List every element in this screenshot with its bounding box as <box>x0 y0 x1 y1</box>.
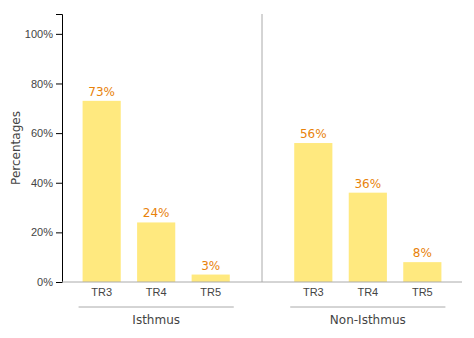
x-tick-label: TR4 <box>146 286 167 298</box>
chart: 0% 20% 40% 60% 80% 100% 73% 24% 3% 56% 36% 8% TR3 TR4… <box>0 0 474 338</box>
y-tick-mark <box>56 133 62 134</box>
y-tick-label: 40% <box>31 177 53 189</box>
y-tick-mark <box>56 34 62 35</box>
y-tick-mark <box>56 83 62 84</box>
data-label: 24% <box>143 206 170 220</box>
y-tick: 0% <box>37 276 62 288</box>
bar <box>349 193 387 282</box>
y-tick-label: 60% <box>31 127 53 139</box>
group-separator <box>262 14 263 282</box>
y-tick-label: 80% <box>31 78 53 90</box>
plot: 0% 20% 40% 60% 80% 100% 73% 24% 3% 56% 36% 8% TR3 TR4… <box>25 14 462 327</box>
bar <box>83 101 121 282</box>
y-axis-line <box>56 15 63 283</box>
x-tick: TR5 <box>200 286 221 298</box>
x-tick: TR3 <box>303 286 324 298</box>
group-label: Isthmus <box>132 313 180 327</box>
x-tick-label: TR4 <box>357 286 378 298</box>
x-tick: TR3 <box>91 286 112 298</box>
y-tick-mark <box>56 232 62 233</box>
bar <box>403 262 441 282</box>
y-tick-mark <box>56 282 62 283</box>
y-tick: 40% <box>31 177 62 189</box>
group-bracket <box>290 307 445 308</box>
bar <box>192 275 230 282</box>
data-label: 3% <box>201 259 220 273</box>
x-axis: TR3 TR4 TR5 <box>91 286 221 298</box>
data-labels: 73% 24% 3% 56% 36% 8% <box>88 85 432 273</box>
y-tick-label: 0% <box>37 276 53 288</box>
y-tick: 100% <box>25 28 62 40</box>
data-label: 56% <box>300 127 327 141</box>
y-tick-label: 20% <box>31 226 53 238</box>
y-tick: 20% <box>31 226 62 238</box>
group-bracket <box>79 307 234 308</box>
x-axis: TR3 TR4 TR5 <box>303 286 433 298</box>
x-tick-label: TR3 <box>303 286 324 298</box>
data-label: 8% <box>413 246 432 260</box>
y-tick-label: 100% <box>25 28 53 40</box>
x-tick: TR5 <box>412 286 433 298</box>
x-tick: TR4 <box>357 286 378 298</box>
group-label: Non-Isthmus <box>330 313 406 327</box>
y-axis: 0% 20% 40% 60% 80% 100% <box>25 15 63 289</box>
y-axis-title: Percentages <box>9 111 23 185</box>
data-label: 36% <box>354 177 381 191</box>
x-tick-label: TR5 <box>412 286 433 298</box>
data-label: 73% <box>88 85 115 99</box>
x-tick-label: TR5 <box>200 286 221 298</box>
y-tick-mark <box>56 183 62 184</box>
y-tick: 60% <box>31 127 62 139</box>
bar <box>294 143 332 282</box>
x-tick: TR4 <box>146 286 167 298</box>
x-tick-label: TR3 <box>91 286 112 298</box>
bar <box>137 222 175 282</box>
y-tick: 80% <box>31 78 62 90</box>
